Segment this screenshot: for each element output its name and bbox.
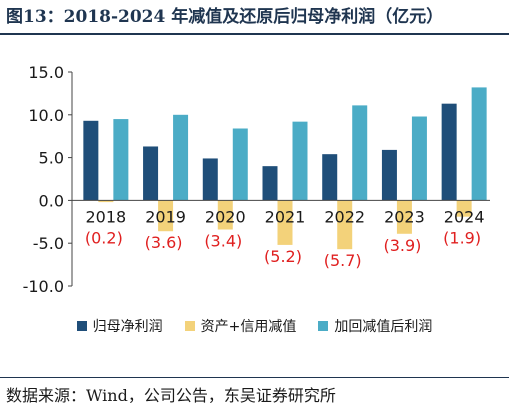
bar-chart: 15.0 10.0 5.0 0.0 -5.0 -10.0 2018 (0.2) 2019 (3.6…	[23, 63, 490, 296]
bar	[113, 119, 129, 201]
source-divider	[0, 377, 509, 378]
bar	[292, 121, 308, 201]
title-divider	[0, 33, 509, 35]
y-tick-label: -10.0	[23, 277, 64, 296]
x-tick-label: 2021	[265, 207, 306, 226]
bar	[262, 166, 278, 201]
bar	[352, 105, 368, 201]
x-tick-label: 2020	[205, 207, 246, 226]
legend-item: 加回减值后利润	[318, 316, 432, 336]
y-tick-label: 5.0	[39, 149, 64, 168]
bar	[98, 200, 114, 203]
x-tick-label: 2023	[384, 207, 425, 226]
y-tick-label: 10.0	[28, 106, 64, 125]
legend-label: 归母净利润	[92, 319, 163, 335]
bar	[381, 149, 397, 201]
figure-title: 图13：2018-2024 年减值及还原后归母净利润（亿元）	[6, 7, 444, 27]
data-label: (3.4)	[204, 232, 242, 251]
legend-swatch	[76, 321, 87, 331]
data-label: (3.9)	[383, 236, 421, 255]
y-tick-label: 15.0	[28, 63, 64, 82]
bar	[396, 200, 412, 234]
bar	[471, 87, 487, 201]
bar	[202, 158, 218, 201]
data-label: (0.2)	[85, 228, 123, 247]
legend-label: 加回减值后利润	[334, 319, 433, 335]
y-tick-label: 0.0	[39, 191, 64, 210]
x-tick-label: 2019	[145, 207, 186, 226]
bar	[217, 200, 233, 230]
legend-swatch	[184, 321, 195, 331]
bar	[411, 116, 427, 201]
legend-label: 资产+信用减值	[200, 319, 297, 335]
x-tick-label: 2018	[85, 207, 126, 226]
legend-item: 资产+信用减值	[184, 316, 297, 336]
bar	[143, 146, 159, 201]
bar	[232, 128, 248, 201]
bar	[158, 200, 174, 232]
legend-item: 归母净利润	[76, 316, 163, 336]
bar	[83, 120, 99, 201]
bar	[277, 200, 293, 245]
data-label: (3.6)	[145, 233, 183, 252]
data-label: (5.7)	[324, 251, 362, 270]
bar	[441, 103, 457, 201]
x-tick-label: 2022	[324, 207, 365, 226]
data-label: (1.9)	[443, 228, 481, 247]
source-note: 数据来源：Wind，公司公告，东吴证券研究所	[6, 386, 336, 405]
chart-legend: 归母净利润 资产+信用减值 加回减值后利润	[0, 314, 509, 338]
legend-swatch	[318, 321, 329, 331]
x-tick-label: 2024	[444, 207, 485, 226]
bar	[173, 114, 189, 201]
bar	[456, 200, 472, 217]
data-label: (5.2)	[264, 247, 302, 266]
y-tick-label: -5.0	[33, 234, 64, 253]
bar	[337, 200, 353, 250]
bar	[322, 154, 338, 201]
